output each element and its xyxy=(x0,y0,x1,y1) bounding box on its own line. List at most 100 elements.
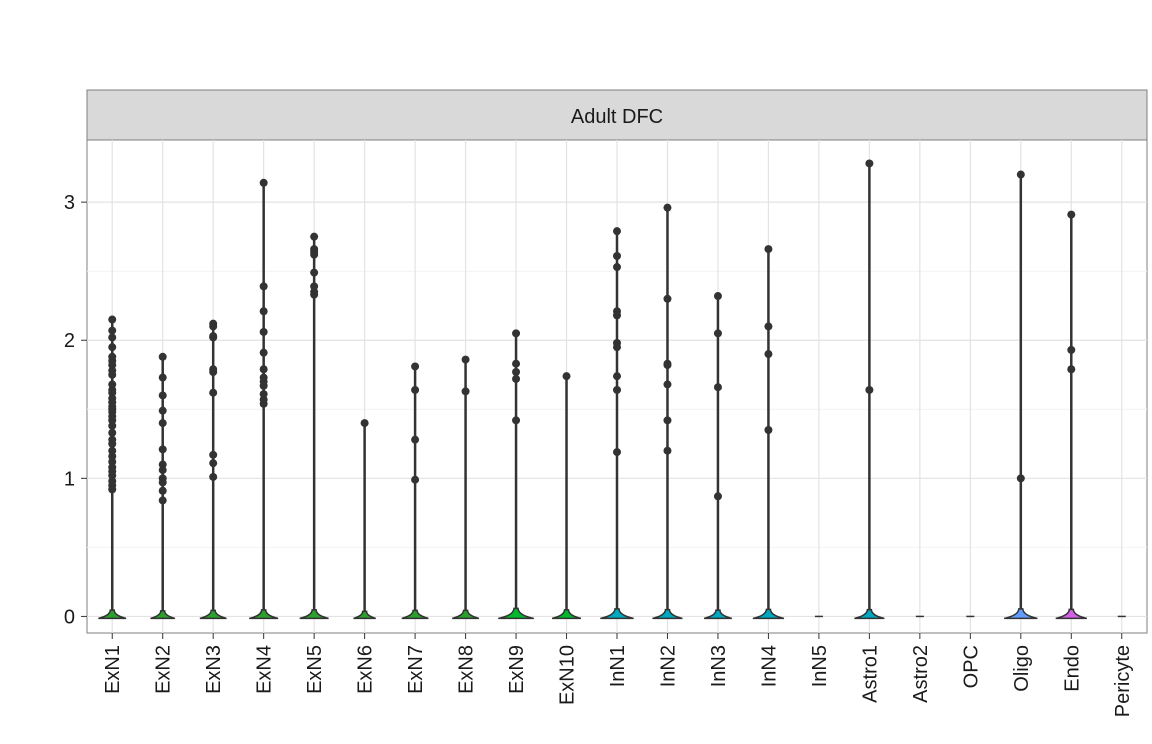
outlier-point xyxy=(663,294,672,303)
outlier-point xyxy=(108,370,117,379)
y-tick-label: 0 xyxy=(64,606,75,628)
facet-strip xyxy=(86,89,1148,141)
outlier-point xyxy=(209,388,218,397)
outlier-point xyxy=(663,203,672,212)
violin-body xyxy=(299,609,329,620)
outlier-point xyxy=(108,361,117,370)
outlier-point xyxy=(108,428,117,437)
x-axis: ExN1 ExN2 ExN3 ExN4 ExN5 ExN6 ExN7 ExN8 ExN9 ExN1… xyxy=(102,633,1134,717)
outlier-point xyxy=(562,372,571,381)
outlier-point xyxy=(209,450,218,459)
violin-body xyxy=(652,608,683,620)
x-tick-label: ExN7 xyxy=(405,645,427,694)
outlier-point xyxy=(158,496,167,505)
violin-body xyxy=(1003,608,1038,620)
outlier-point xyxy=(1016,474,1025,483)
outlier-point xyxy=(461,355,470,364)
violin-InN2 xyxy=(652,203,683,620)
outlier-point xyxy=(259,307,268,316)
outlier-point xyxy=(209,333,218,342)
outlier-point xyxy=(1067,345,1076,354)
outlier-point xyxy=(613,343,621,352)
y-tick-label: 3 xyxy=(64,192,75,214)
violin-ExN1 xyxy=(98,315,127,620)
outlier-point xyxy=(108,457,117,466)
violin-body xyxy=(752,608,785,620)
outlier-point xyxy=(512,368,521,376)
violin-InN3 xyxy=(703,292,733,620)
outlier-point xyxy=(613,448,621,457)
violin-body xyxy=(353,610,376,620)
outlier-point xyxy=(613,385,621,394)
outlier-point xyxy=(158,478,167,487)
outlier-point xyxy=(209,472,218,481)
x-tick-label: InN3 xyxy=(708,645,730,687)
outlier-point xyxy=(108,439,117,448)
outlier-point xyxy=(108,471,117,480)
outlier-point xyxy=(108,315,117,324)
outlier-point xyxy=(663,361,672,370)
outlier-point xyxy=(764,350,773,359)
outlier-point xyxy=(310,282,319,291)
outlier-point xyxy=(209,322,218,331)
outlier-point xyxy=(259,348,268,357)
outlier-point xyxy=(512,329,521,338)
x-tick-label: OPC xyxy=(960,645,982,688)
x-tick-label: Astro1 xyxy=(859,645,881,703)
outlier-point xyxy=(663,380,672,389)
outlier-point xyxy=(158,391,167,400)
outlier-point xyxy=(158,406,167,415)
violin-body xyxy=(452,609,480,620)
violins xyxy=(98,159,1126,620)
x-tick-label: Endo xyxy=(1061,645,1083,692)
x-tick-label: Pericyte xyxy=(1112,645,1134,717)
outlier-point xyxy=(108,326,117,335)
violin-body xyxy=(854,608,885,620)
outlier-point xyxy=(158,460,167,469)
outlier-point xyxy=(512,374,521,383)
x-tick-label: ExN1 xyxy=(102,645,124,694)
outlier-point xyxy=(512,359,521,368)
outlier-point xyxy=(158,373,167,382)
outlier-point xyxy=(360,419,369,428)
facet-label: Adult DFC xyxy=(571,106,663,128)
outlier-point xyxy=(259,381,268,390)
violin-ExN10 xyxy=(551,372,582,620)
outlier-point xyxy=(411,475,420,484)
outlier-point xyxy=(764,245,773,254)
outlier-point xyxy=(1067,365,1076,374)
outlier-point xyxy=(108,446,117,455)
outlier-point xyxy=(158,352,167,361)
outlier-point xyxy=(461,387,470,396)
outlier-point xyxy=(613,372,621,381)
outlier-point xyxy=(259,327,268,336)
outlier-point xyxy=(310,268,319,277)
outlier-point xyxy=(713,383,722,392)
violin-ExN5 xyxy=(299,232,329,620)
outlier-point xyxy=(209,459,218,468)
violin-body xyxy=(600,608,634,620)
outlier-point xyxy=(1067,210,1076,219)
outlier-point xyxy=(764,322,773,331)
outlier-point xyxy=(108,380,117,389)
x-tick-label: ExN9 xyxy=(506,645,528,694)
outlier-point xyxy=(713,492,722,501)
violin-body xyxy=(249,609,279,620)
x-tick-label: ExN5 xyxy=(304,645,326,694)
y-tick-label: 2 xyxy=(64,330,75,352)
y-tick-label: 1 xyxy=(64,468,75,490)
violin-Endo xyxy=(1055,210,1087,620)
outlier-point xyxy=(108,421,117,430)
outlier-point xyxy=(259,365,268,374)
x-tick-label: ExN8 xyxy=(456,645,478,694)
violin-ExN6 xyxy=(353,419,376,620)
outlier-point xyxy=(310,290,319,299)
violin-body xyxy=(498,607,534,620)
outlier-point xyxy=(713,329,722,338)
outlier-point xyxy=(411,385,420,394)
violin-ExN9 xyxy=(498,329,534,620)
outlier-point xyxy=(108,485,117,494)
outlier-point xyxy=(411,435,420,444)
